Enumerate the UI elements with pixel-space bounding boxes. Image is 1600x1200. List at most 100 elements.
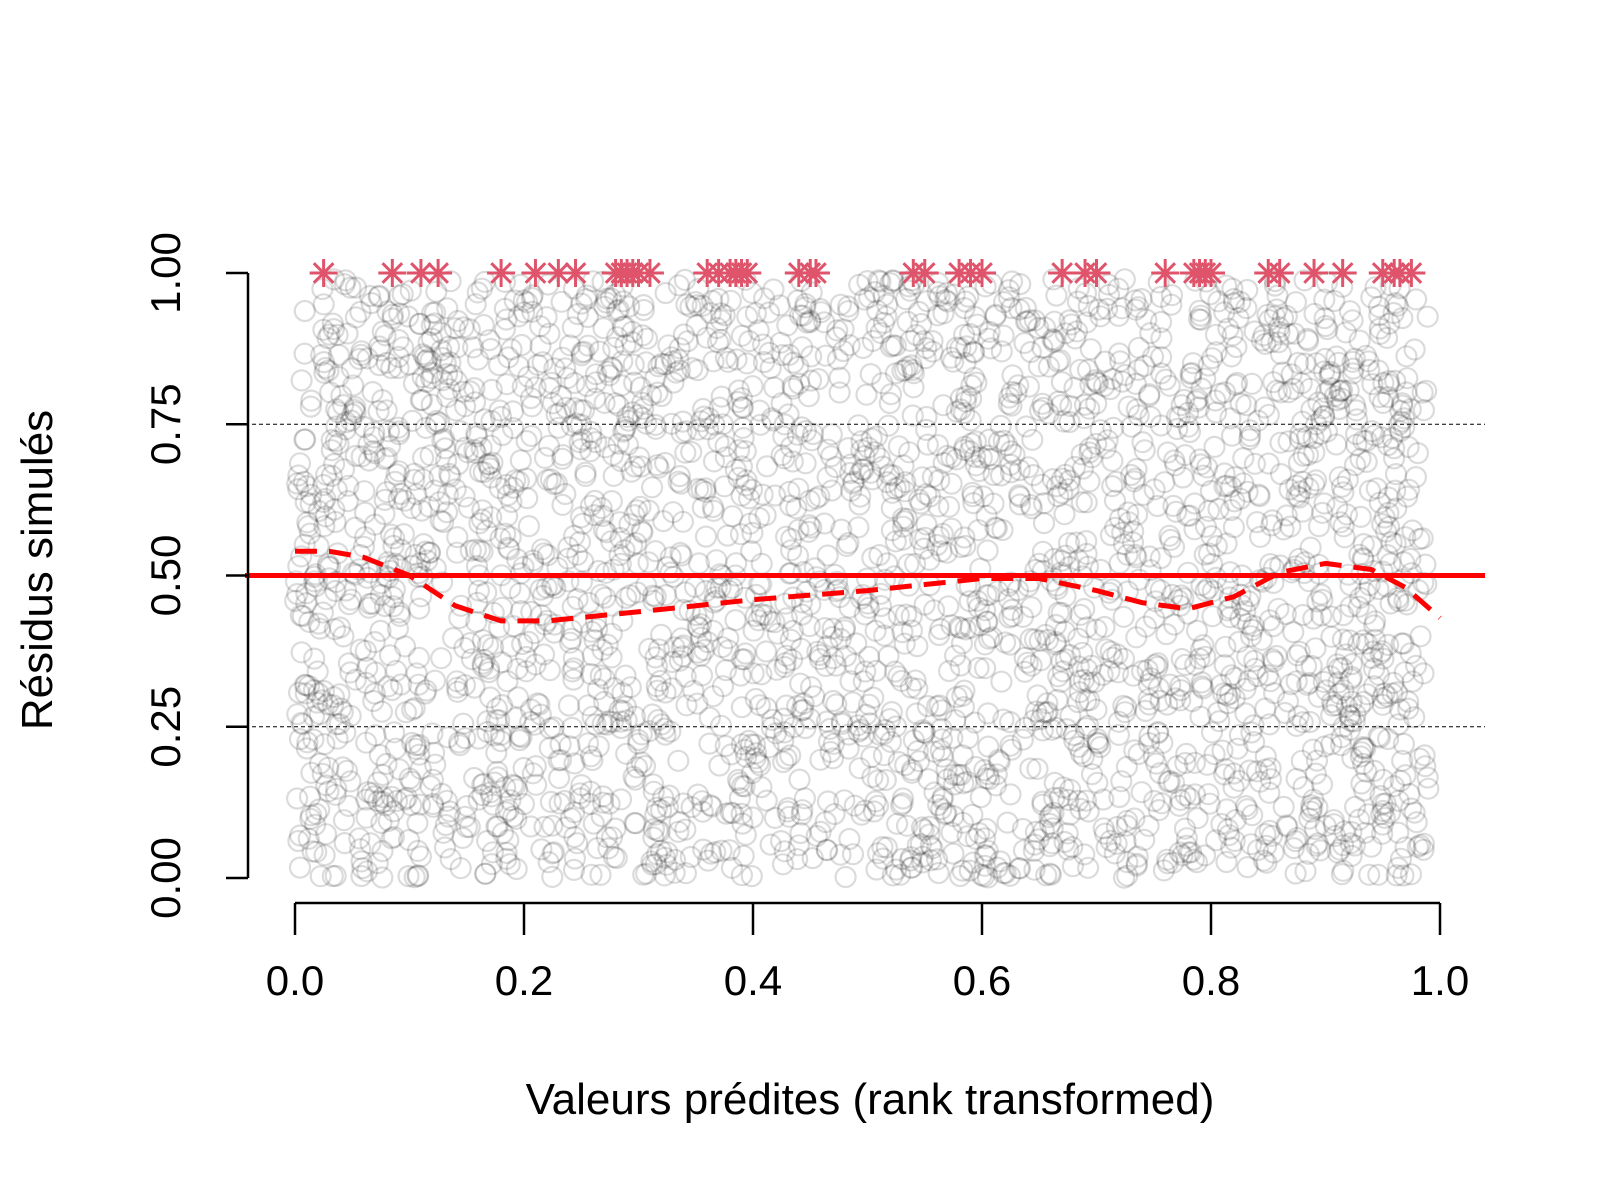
residual-point bbox=[1156, 693, 1179, 716]
residual-point bbox=[611, 350, 634, 373]
residual-point bbox=[1053, 620, 1076, 643]
residual-point bbox=[671, 510, 695, 533]
residual-point bbox=[1014, 310, 1038, 333]
residual-point bbox=[1085, 392, 1108, 415]
residual-point bbox=[439, 465, 462, 488]
residual-point bbox=[401, 698, 424, 721]
residual-point bbox=[786, 694, 809, 718]
residual-point bbox=[563, 825, 586, 849]
residual-point bbox=[504, 469, 527, 492]
residual-point bbox=[1189, 304, 1212, 327]
residual-point bbox=[862, 686, 885, 709]
residual-point bbox=[556, 547, 580, 570]
residual-point bbox=[1389, 769, 1412, 793]
residual-point bbox=[479, 337, 502, 361]
residual-point bbox=[495, 308, 518, 331]
residual-point bbox=[1382, 437, 1406, 460]
residual-point bbox=[342, 374, 365, 397]
residual-point bbox=[1349, 447, 1372, 470]
residual-point bbox=[520, 424, 543, 447]
residual-point bbox=[782, 716, 805, 739]
residual-point bbox=[879, 272, 902, 295]
residual-point bbox=[494, 522, 517, 545]
residual-point bbox=[747, 609, 770, 632]
residual-point bbox=[796, 311, 819, 334]
residual-point bbox=[820, 423, 843, 446]
residual-point bbox=[1108, 342, 1131, 365]
residual-point bbox=[454, 805, 477, 828]
residual-point bbox=[415, 679, 438, 702]
residual-point bbox=[1322, 808, 1345, 832]
residual-point bbox=[741, 375, 764, 398]
residual-point bbox=[972, 485, 995, 508]
residual-point bbox=[1101, 367, 1124, 391]
residual-point bbox=[1282, 620, 1305, 644]
residual-point bbox=[999, 453, 1022, 476]
residual-point bbox=[819, 445, 843, 468]
residual-point bbox=[1058, 410, 1081, 434]
residual-point bbox=[1213, 381, 1237, 404]
residual-point bbox=[1094, 638, 1118, 661]
residual-point bbox=[1306, 590, 1329, 613]
outlier-marker bbox=[1300, 259, 1329, 287]
residual-point bbox=[1073, 393, 1097, 416]
residual-point bbox=[435, 449, 458, 472]
residual-point bbox=[561, 660, 584, 683]
residual-point bbox=[1031, 392, 1054, 415]
residual-point bbox=[556, 367, 579, 390]
residual-point bbox=[1042, 801, 1065, 824]
residual-point bbox=[1157, 770, 1180, 794]
residual-point bbox=[952, 402, 976, 425]
residual-point bbox=[1236, 798, 1259, 821]
residual-point bbox=[732, 427, 755, 450]
residual-point bbox=[1236, 645, 1259, 668]
residual-point bbox=[780, 648, 804, 671]
residual-point bbox=[1193, 844, 1217, 867]
residual-point bbox=[857, 286, 881, 309]
residual-point bbox=[1268, 320, 1291, 344]
residual-point bbox=[1222, 762, 1246, 785]
residual-point bbox=[1175, 827, 1199, 850]
residual-point bbox=[862, 800, 886, 823]
residual-point bbox=[691, 397, 715, 421]
residual-point bbox=[815, 710, 839, 733]
residual-point bbox=[284, 589, 307, 613]
residual-point bbox=[600, 490, 623, 513]
residual-point bbox=[1306, 832, 1329, 855]
residual-point bbox=[1049, 349, 1072, 372]
residual-point bbox=[1310, 773, 1334, 796]
residual-point bbox=[644, 646, 667, 669]
residual-point bbox=[1338, 300, 1362, 323]
residual-point bbox=[436, 297, 459, 320]
residual-point bbox=[1008, 298, 1031, 321]
residual-point bbox=[630, 751, 653, 774]
residual-point bbox=[479, 466, 503, 489]
residual-point bbox=[579, 494, 603, 517]
residual-point bbox=[1368, 317, 1391, 340]
residual-point bbox=[621, 320, 644, 343]
residual-point bbox=[644, 366, 667, 389]
residual-point bbox=[653, 451, 677, 475]
residual-point bbox=[1282, 377, 1305, 400]
residual-point bbox=[1074, 689, 1098, 712]
residual-point bbox=[984, 304, 1007, 328]
residual-point bbox=[312, 318, 335, 341]
residual-point bbox=[734, 474, 757, 497]
residual-point bbox=[975, 817, 998, 841]
residual-point bbox=[832, 339, 855, 363]
x-tick-label: 0.2 bbox=[495, 957, 553, 1004]
residual-point bbox=[1132, 483, 1155, 506]
residual-point bbox=[284, 570, 308, 593]
residual-point bbox=[814, 810, 837, 834]
residual-point bbox=[404, 734, 427, 757]
residual-point bbox=[1343, 454, 1367, 477]
residual-point bbox=[533, 613, 557, 636]
residual-point bbox=[1086, 728, 1109, 751]
residual-point bbox=[1180, 361, 1203, 385]
residual-point bbox=[577, 334, 600, 357]
residual-point bbox=[1143, 789, 1166, 813]
residual-point bbox=[964, 827, 987, 850]
residual-point bbox=[479, 686, 502, 709]
residual-point bbox=[910, 816, 934, 839]
residual-point bbox=[624, 532, 648, 555]
